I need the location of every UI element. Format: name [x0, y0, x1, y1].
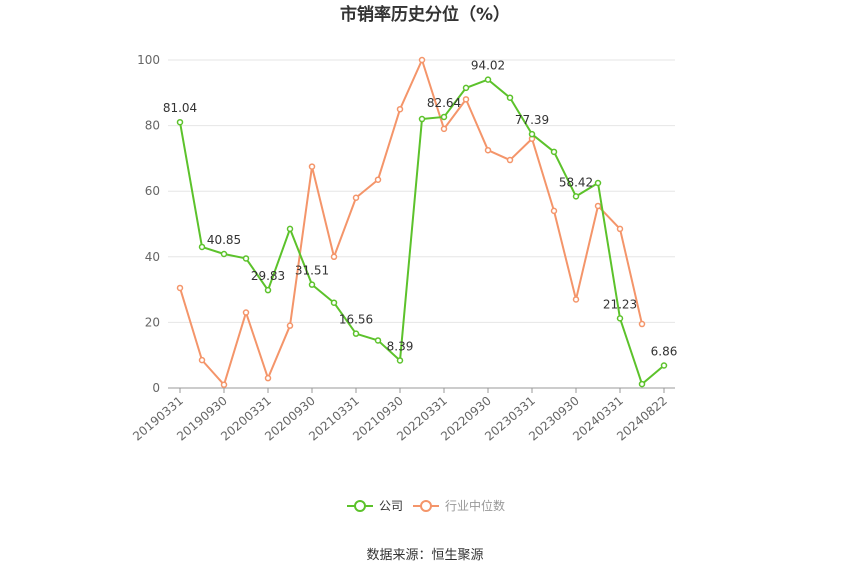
data-label: 40.85 [207, 233, 241, 247]
data-label: 31.51 [295, 264, 329, 278]
legend-industry-marker [420, 500, 432, 512]
y-tick-label: 40 [145, 250, 160, 264]
legend[interactable]: 公司 行业中位数 [347, 498, 505, 513]
company-point [330, 299, 338, 306]
industry-point [396, 105, 404, 113]
y-tick-label: 80 [145, 119, 160, 133]
y-tick-label: 20 [145, 315, 160, 329]
plot-area [176, 56, 668, 388]
data-label: 58.42 [559, 175, 593, 189]
company-point [660, 362, 668, 369]
industry-point [264, 374, 272, 382]
data-label: 77.39 [515, 113, 549, 127]
industry-point [418, 56, 426, 64]
company-point [506, 94, 514, 101]
data-label: 8.39 [387, 339, 414, 353]
legend-industry-label: 行业中位数 [445, 498, 505, 513]
chart-title: 市销率历史分位（%） [340, 4, 510, 25]
industry-point [242, 309, 250, 316]
company-point [352, 330, 360, 337]
data-label: 94.02 [471, 59, 505, 73]
data-label: 81.04 [163, 101, 197, 115]
legend-item-industry[interactable]: 行业中位数 [413, 498, 505, 513]
company-point [638, 380, 646, 388]
industry-point [220, 381, 228, 388]
legend-company-label: 公司 [379, 499, 403, 513]
industry-point [594, 202, 602, 210]
company-point [528, 130, 536, 138]
y-tick-label: 100 [137, 53, 160, 67]
company-point [462, 84, 470, 92]
data-labels: 81.04 40.85 29.83 31.51 16.56 8.39 82.64 94.02 7… [163, 59, 678, 359]
company-point [374, 337, 382, 344]
industry-point [176, 284, 184, 292]
data-label: 16.56 [339, 313, 373, 327]
source-note: 数据来源：恒生聚源 [366, 548, 483, 563]
industry-point [506, 156, 514, 164]
company-point [308, 281, 316, 288]
industry-point [550, 207, 558, 215]
data-label: 21.23 [603, 297, 637, 311]
company-point [484, 76, 492, 83]
company-point [418, 115, 426, 123]
industry-point [308, 163, 316, 170]
company-point [396, 357, 404, 364]
company-point [594, 179, 602, 187]
series-industry-line [179, 59, 643, 386]
industry-point [616, 225, 624, 233]
industry-point [484, 146, 492, 154]
company-point [286, 225, 294, 233]
company-point [550, 148, 558, 156]
company-point [264, 286, 272, 294]
industry-point [198, 356, 206, 364]
y-axis: 0 20 40 60 80 100 [137, 53, 160, 395]
industry-point [440, 125, 448, 133]
data-label: 82.64 [427, 96, 461, 110]
x-axis: 2019033120190930202003312020093020210331… [130, 387, 675, 444]
data-label: 6.86 [651, 344, 678, 358]
legend-company-marker [354, 500, 366, 512]
industry-point [462, 96, 470, 103]
industry-point [286, 322, 294, 329]
industry-point [638, 320, 646, 328]
company-point [198, 243, 206, 251]
legend-item-company[interactable]: 公司 [347, 499, 403, 513]
company-point [176, 118, 184, 126]
company-point [440, 113, 448, 121]
data-label: 29.83 [251, 269, 285, 283]
company-point [616, 315, 624, 322]
industry-point [330, 253, 338, 261]
company-point [242, 255, 250, 262]
industry-point [374, 176, 382, 183]
industry-point [572, 296, 580, 303]
y-tick-label: 60 [145, 184, 160, 198]
company-point [572, 193, 580, 200]
industry-point [352, 194, 360, 202]
y-tick-label: 0 [152, 381, 160, 395]
company-point [220, 250, 228, 258]
